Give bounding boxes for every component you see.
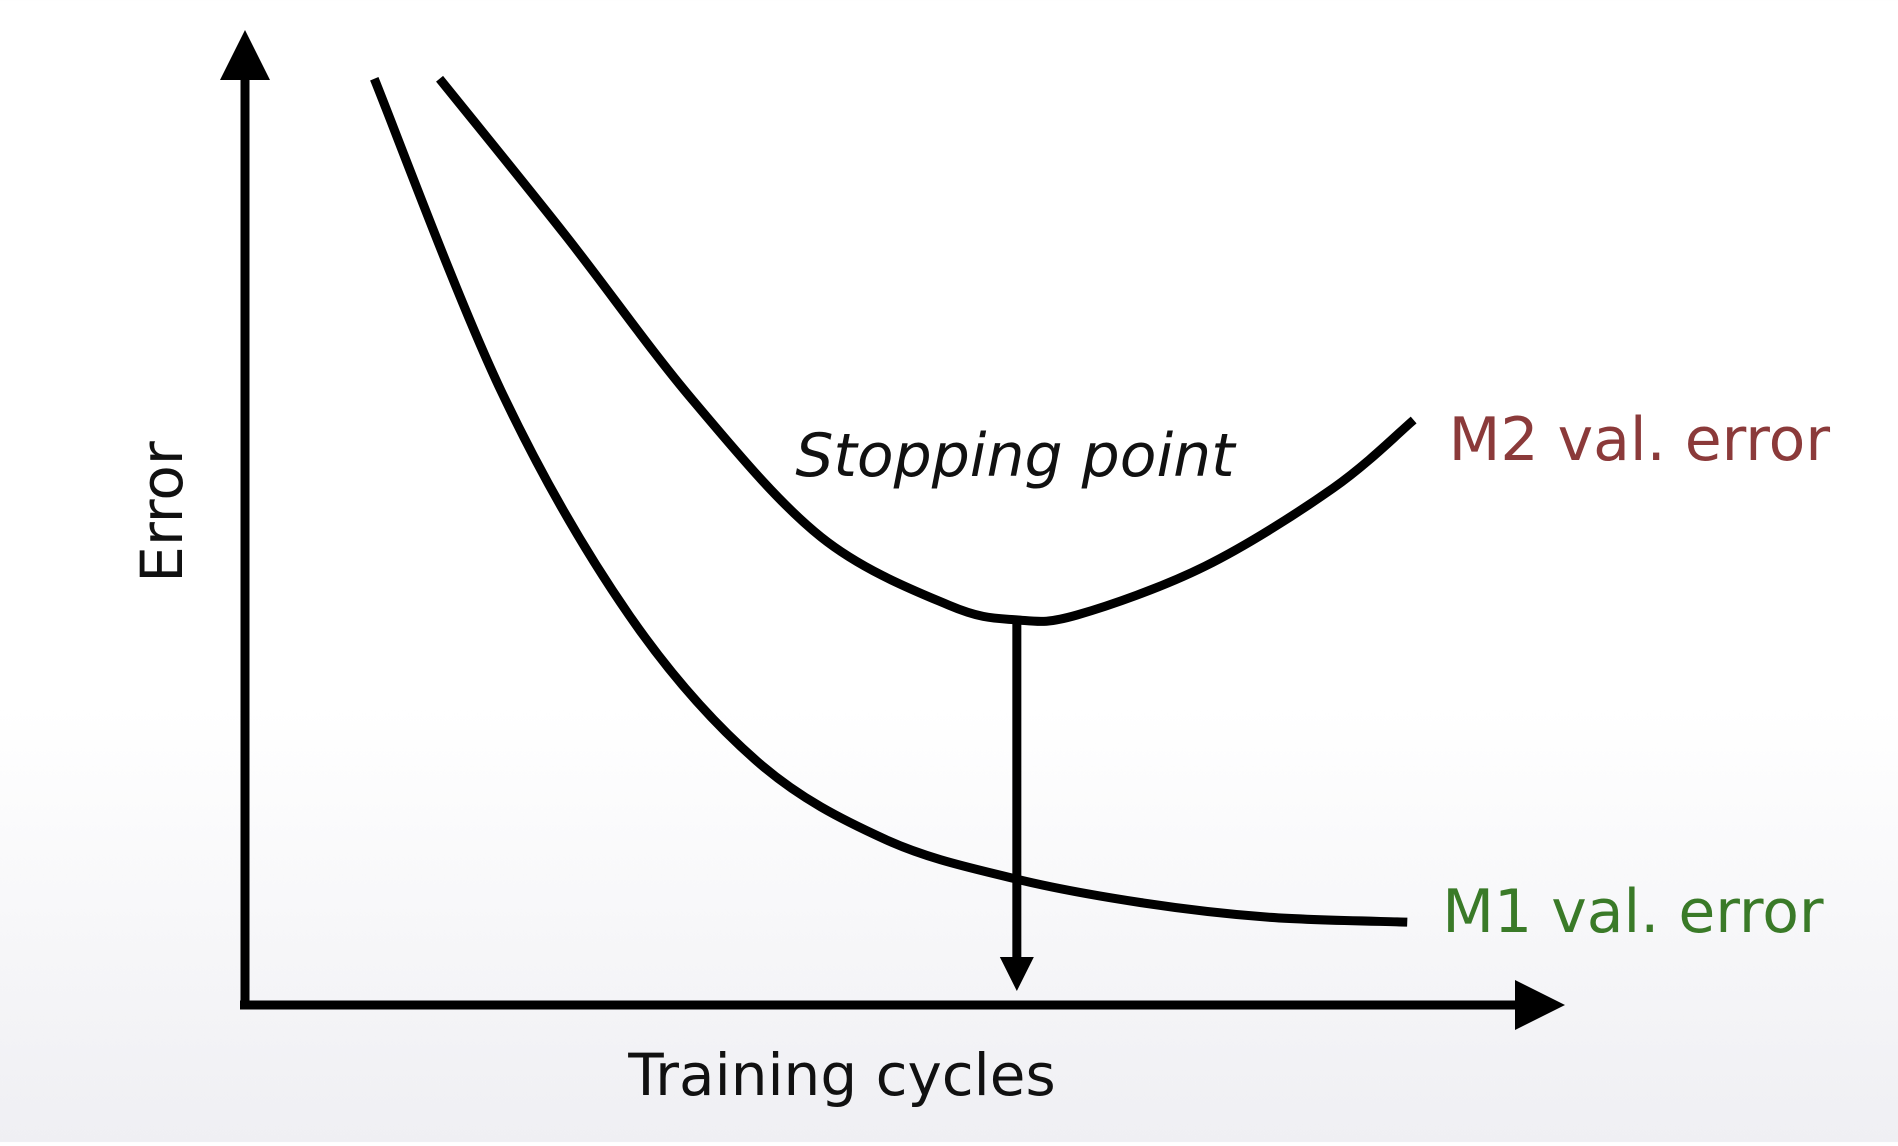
m1-val-error-line <box>370 77 1408 927</box>
stopping-point-arrowhead <box>999 957 1034 991</box>
annotation-layer <box>999 619 1034 991</box>
series-layer: M2 val. error M1 val. error <box>370 75 1831 947</box>
x-axis-label: Training cycles <box>627 1041 1055 1109</box>
m2-val-error-label: M2 val. error <box>1449 405 1831 475</box>
x-axis-arrowhead <box>1515 980 1565 1030</box>
y-axis-label: Error <box>128 441 196 583</box>
m1-val-error-label: M1 val. error <box>1442 877 1824 947</box>
y-axis-arrowhead <box>220 30 270 80</box>
m2-val-error-line <box>436 75 1417 626</box>
stopping-point-label: Stopping point <box>795 421 1237 491</box>
axes <box>220 30 1565 1030</box>
